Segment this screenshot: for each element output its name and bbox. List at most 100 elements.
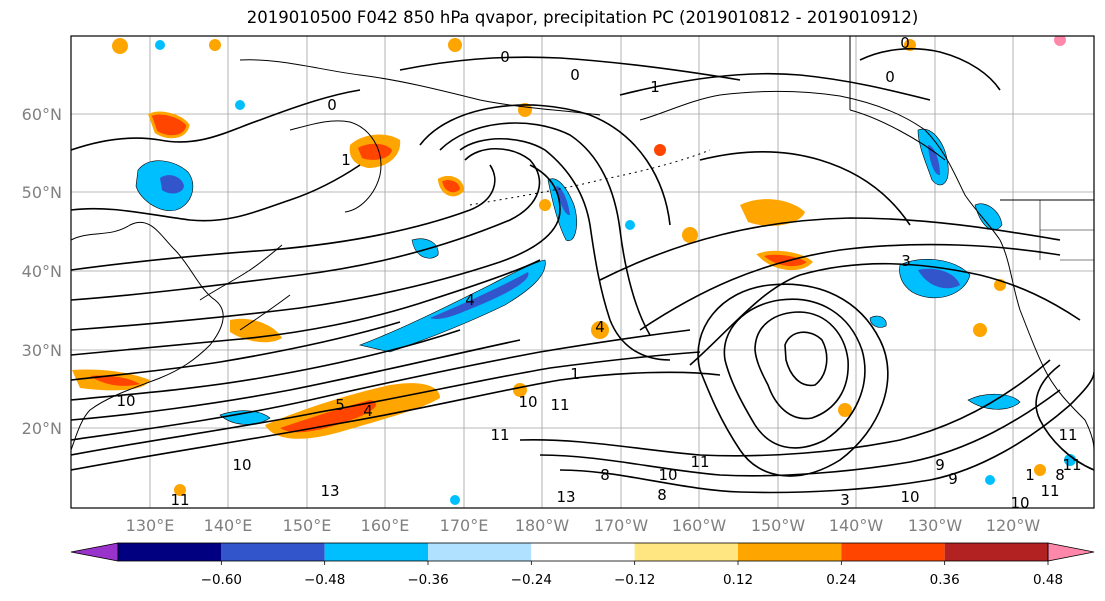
contour-line <box>399 56 741 81</box>
contour-label: 1 <box>1025 466 1035 484</box>
longitude-label: 130°W <box>908 516 963 535</box>
contour-line <box>71 259 541 356</box>
shade-yellow-blob <box>973 323 987 337</box>
contour-label: 10 <box>900 488 919 506</box>
colorbar-tick-label: −0.60 <box>201 572 242 588</box>
contour-label: 11 <box>170 491 189 509</box>
longitude-label: 160°W <box>672 516 727 535</box>
contour-label: 11 <box>1058 426 1077 444</box>
contour-line <box>71 89 361 151</box>
contour-line <box>619 72 931 101</box>
contour-line <box>754 311 849 420</box>
shade-blue-gulf-alaska-swirl <box>547 178 577 242</box>
coastline-asia <box>71 221 224 451</box>
contour-line <box>1035 364 1094 471</box>
contour-line <box>784 331 828 387</box>
longitude-label: 180°W <box>515 516 570 535</box>
longitude-labels: 130°E 140°E 150°E 160°E 170°E 180°W 170°W 160°W… <box>126 516 1041 535</box>
longitude-label: 160°E <box>361 516 410 535</box>
qvapor-contours <box>71 47 1094 494</box>
longitude-label: 140°E <box>204 516 253 535</box>
contour-label: 0 <box>500 48 510 66</box>
contour-label: 10 <box>658 466 677 484</box>
us-state-lines <box>1039 200 1094 261</box>
contour-label: 9 <box>935 456 945 474</box>
contour-line <box>439 122 651 336</box>
contour-line <box>689 262 1081 366</box>
shade-darkblue-okhotsk <box>160 175 184 194</box>
longitude-label: 130°E <box>126 516 175 535</box>
colorbar-tick-label: −0.12 <box>614 572 655 588</box>
coastline-alaska <box>639 90 1001 241</box>
colorbar-segment <box>221 543 325 561</box>
contour-line <box>699 150 911 226</box>
contour-line <box>71 329 461 401</box>
shade-yellow-blob <box>539 199 551 211</box>
coastline-north-america <box>999 239 1094 451</box>
latitude-label: 20°N <box>22 419 62 438</box>
shade-orange-siberia <box>148 111 190 139</box>
longitude-label: 170°E <box>440 516 489 535</box>
contour-line <box>71 329 691 441</box>
contour-line <box>559 371 1094 494</box>
contour-label: 9 <box>948 470 958 488</box>
contour-label: 4 <box>595 318 605 336</box>
colorbar-tick-label: 0.48 <box>1033 572 1063 588</box>
coastline-korea-japan <box>199 244 291 331</box>
colorbar-segment <box>944 543 1048 561</box>
contour-label: 13 <box>320 482 339 500</box>
longitude-label: 140°W <box>829 516 884 535</box>
contour-label: 4 <box>465 291 475 309</box>
contour-line <box>71 164 361 222</box>
contour-line <box>639 243 1061 331</box>
colorbar-tick-label: −0.48 <box>304 572 345 588</box>
contour-label: 11 <box>690 453 709 471</box>
contour-label: 11 <box>1062 456 1081 474</box>
coastline-siberia-north <box>239 59 601 116</box>
colorbar-segment <box>841 543 945 561</box>
shade-darkblue-bc-coast <box>928 145 940 176</box>
coastlines <box>71 36 1094 451</box>
shade-yellow-blob <box>838 403 852 417</box>
longitude-label: 120°W <box>986 516 1041 535</box>
shade-orange-ne-pacific <box>740 199 805 226</box>
map-title: 2019010500 F042 850 hPa qvapor, precipit… <box>246 8 919 27</box>
shade-yellow-blob <box>1054 36 1066 46</box>
contour-line <box>71 164 496 271</box>
shade-yellow-blob <box>682 227 698 243</box>
colorbar-frame <box>117 542 1049 562</box>
shade-blue-blob <box>155 40 165 50</box>
contour-label: 0 <box>885 68 895 86</box>
shade-blue-washington <box>974 203 1003 230</box>
contour-label: 1 <box>570 365 580 383</box>
precip-shading <box>72 36 1076 505</box>
colorbar-segment <box>634 543 738 561</box>
shade-yellow-blob <box>112 38 128 54</box>
shade-blue-blob <box>235 100 245 110</box>
shade-red-subtropical-west <box>90 375 140 386</box>
contour-label: 8 <box>1055 466 1065 484</box>
longitude-label: 170°W <box>594 516 649 535</box>
shade-yellow-blob <box>1034 464 1046 476</box>
aleutian-chain <box>469 149 711 206</box>
colorbar-segment <box>118 543 222 561</box>
contour-line <box>419 104 671 226</box>
contour-line <box>539 389 1061 477</box>
colorbar-tick-label: −0.24 <box>511 572 552 588</box>
shade-darkblue-jet-band <box>430 272 529 319</box>
latitude-label: 40°N <box>22 262 62 281</box>
contour-line <box>71 148 541 301</box>
longitude-label: 150°W <box>751 516 806 535</box>
contour-label: 5 <box>335 396 345 414</box>
contour-label: 13 <box>556 488 575 506</box>
shade-darkblue-swirl <box>556 186 570 216</box>
contour-line <box>459 137 671 361</box>
colorbar-extend-min <box>70 542 119 562</box>
colorbar-tick-label: 0.36 <box>930 572 960 588</box>
longitude-label: 150°E <box>283 516 332 535</box>
contour-label: 1 <box>650 78 660 96</box>
contour-label: 11 <box>490 426 509 444</box>
contour-label: 3 <box>840 491 850 509</box>
